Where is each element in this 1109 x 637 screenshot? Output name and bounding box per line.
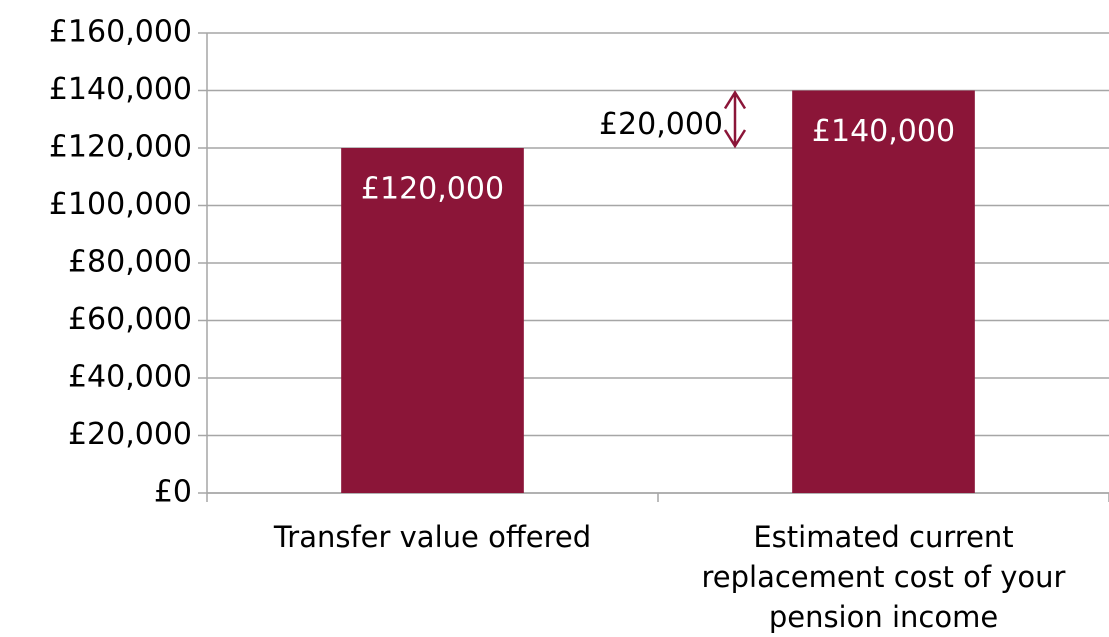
y-tick-label: £40,000 (68, 360, 192, 395)
bar (341, 148, 524, 493)
value-label: £140,000 (812, 114, 955, 149)
x-tick-label: Estimated current replacement cost of yo… (701, 520, 1066, 634)
y-tick-label: £120,000 (49, 130, 192, 165)
y-tick-label: £140,000 (49, 72, 192, 107)
value-label: £120,000 (361, 172, 504, 207)
y-tick-label: £80,000 (68, 245, 192, 280)
difference-arrow (723, 90, 747, 149)
y-tick-label: £20,000 (68, 417, 192, 452)
annotation: £20,000 (599, 107, 723, 142)
x-tick-label: Transfer value offered (273, 520, 592, 554)
y-tick-label: £160,000 (49, 15, 192, 50)
y-tick-label: £60,000 (68, 302, 192, 337)
bar (792, 90, 975, 493)
y-tick-label: £0 (154, 475, 192, 510)
y-tick-label: £100,000 (49, 187, 192, 222)
